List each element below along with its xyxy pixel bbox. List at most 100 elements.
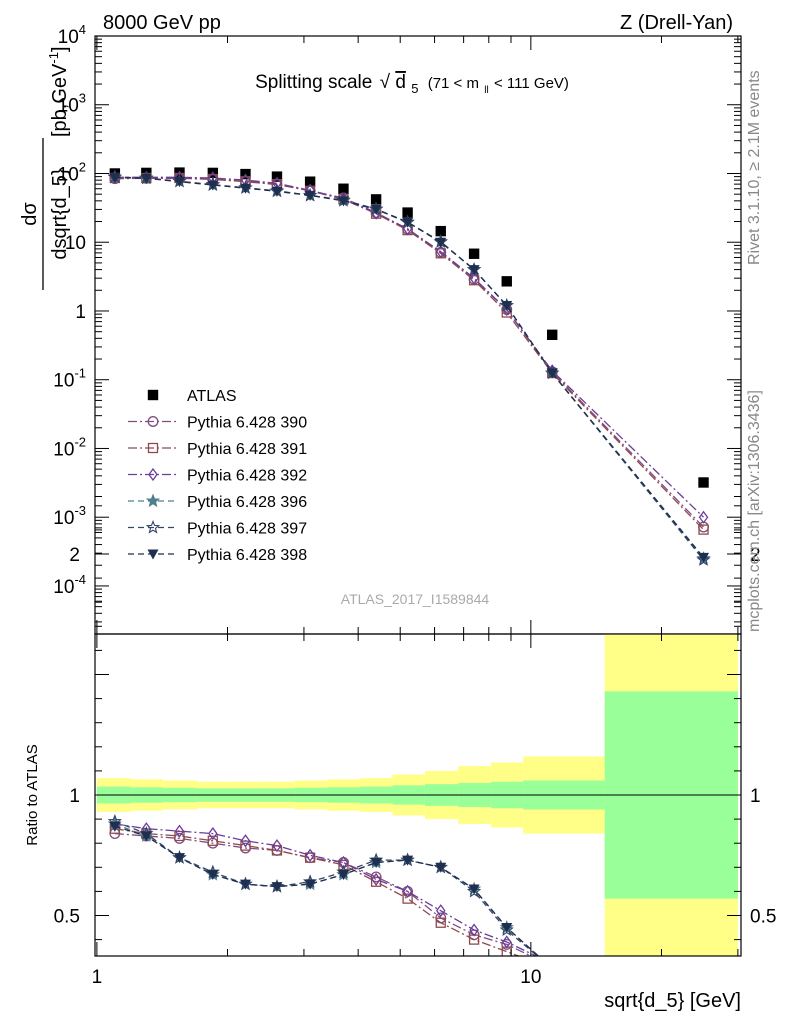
legend-marker: [145, 493, 161, 508]
ratio-point: [435, 904, 446, 918]
y-tick-label: 104: [58, 22, 86, 48]
main-title-cut-post: < 111 GeV): [494, 75, 569, 92]
legend-marker: [147, 442, 159, 454]
ratio-point: [208, 826, 218, 841]
main-panel: Splitting scale √ d 5 (71 < m ll < 111 G…: [19, 22, 742, 635]
ratio-point: [468, 884, 480, 895]
data-point: [207, 180, 219, 191]
y-label-unit: [pb,GeV-1]: [46, 46, 71, 137]
y-label-numerator: dσ: [19, 202, 41, 226]
legend-item-6: Pythia 6.428 398: [128, 547, 307, 564]
ratio-y-tick-label: 0.5: [54, 907, 80, 928]
legend-marker: [147, 389, 159, 401]
ratio-point: [501, 935, 512, 949]
data-point: [469, 271, 479, 285]
ratio-point: [548, 958, 556, 969]
data-point: [304, 176, 316, 187]
legend-item-0: ATLAS: [147, 388, 237, 405]
x-tick-label: 10: [520, 967, 541, 988]
legend-label: Pythia 6.428 390: [187, 415, 307, 432]
ratio-y-label: Ratio to ATLAS: [24, 744, 41, 845]
ratio-series-5: [109, 821, 558, 974]
legend-item-1: Pythia 6.428 390: [128, 415, 307, 432]
main-x-ticks: [96, 36, 739, 634]
ratio-y-tick-label-right: 2: [750, 545, 761, 566]
legend-item-3: Pythia 6.428 392: [128, 468, 307, 485]
rivet-version-label: Rivet 3.1.10, ≥ 2.1M events: [746, 70, 763, 265]
ratio-y-tick-label: 1: [69, 786, 80, 807]
ratio-point: [173, 853, 185, 864]
y-label-unit-text: [pb,GeV: [49, 63, 71, 137]
ratio-series-4: [107, 813, 539, 956]
ratio-point: [402, 855, 414, 866]
data-point: [435, 225, 446, 237]
data-point: [698, 510, 709, 524]
legend-label: Pythia 6.428 392: [187, 468, 307, 485]
ratio-point: [271, 882, 283, 893]
y-tick-label: 1: [75, 302, 86, 323]
series-line: [114, 176, 704, 518]
legend-label: ATLAS: [187, 388, 237, 405]
ratio-point: [140, 831, 152, 842]
data-point: [435, 237, 447, 248]
series-line: [114, 176, 705, 558]
data-point: [338, 183, 349, 194]
ratio-point: [547, 964, 558, 974]
header-left: 8000 GeV pp: [103, 12, 221, 34]
ratio-series-layer: [107, 813, 558, 974]
ratio-x-ticks: 1 10: [92, 634, 739, 988]
data-point: [698, 552, 710, 563]
ratio-point: [109, 821, 121, 832]
legend: ATLAS Pythia 6.428 390 Pythia 6.428 391 Pyt…: [128, 388, 307, 564]
y-tick-label: 10: [65, 233, 86, 254]
ratio-point: [371, 872, 381, 886]
ratio-point: [304, 852, 316, 863]
legend-item-2: Pythia 6.428 391: [128, 441, 307, 458]
data-point: [435, 245, 446, 259]
data-point: [370, 194, 382, 205]
data-point: [546, 368, 558, 379]
y-tick-label: 10-4: [53, 572, 86, 598]
data-point: [698, 477, 709, 488]
legend-label: Pythia 6.428 397: [187, 521, 307, 538]
ratio-line: [114, 823, 538, 956]
y-tick-label: 10-3: [53, 503, 86, 529]
legend-label: Pythia 6.428 398: [187, 547, 307, 564]
mcplots-label: mcplots.cern.ch [arXiv:1306.3436]: [746, 390, 763, 632]
main-frame: [94, 35, 742, 635]
ratio-point: [174, 830, 185, 842]
data-point: [501, 276, 512, 287]
ratio-point: [174, 824, 185, 838]
ratio-point: [546, 963, 557, 974]
ratio-point: [548, 964, 557, 973]
y-tick-label: 10-2: [53, 434, 86, 460]
main-y-ticks: 10-4 10-3 10-2 10-1 1 10 102 103 104: [53, 22, 741, 635]
ratio-point: [501, 923, 513, 934]
main-title-cut-pre: (71 < m: [428, 75, 479, 92]
ratio-y-tick-label: 2: [69, 545, 80, 566]
ratio-point: [337, 870, 349, 881]
legend-item-5: Pythia 6.428 397: [128, 519, 307, 538]
main-title-cut-sub: ll: [484, 85, 488, 96]
ratio-line: [114, 823, 540, 956]
ratio-frame: [94, 633, 742, 957]
x-tick-label: 1: [92, 967, 103, 988]
y-tick-label: 102: [58, 159, 86, 185]
data-point: [501, 301, 513, 312]
x-axis-label: sqrt{d_5} [GeV]: [604, 990, 741, 1012]
ratio-point: [271, 845, 283, 856]
legend-marker: [148, 467, 158, 482]
data-point: [140, 173, 152, 184]
data-point: [271, 171, 283, 182]
series-6: [109, 173, 710, 563]
ratio-point: [207, 835, 218, 846]
legend-item-4: Pythia 6.428 396: [128, 493, 307, 511]
data-point: [468, 265, 480, 276]
ratio-y-tick-label-right: 1: [750, 786, 761, 807]
ratio-point: [304, 879, 316, 890]
ratio-point: [370, 857, 382, 868]
main-title-root-sign: √: [380, 72, 391, 93]
watermark: ATLAS_2017_I1589844: [341, 591, 490, 607]
data-point: [337, 196, 349, 207]
y-label-unit-close: ]: [49, 46, 71, 52]
